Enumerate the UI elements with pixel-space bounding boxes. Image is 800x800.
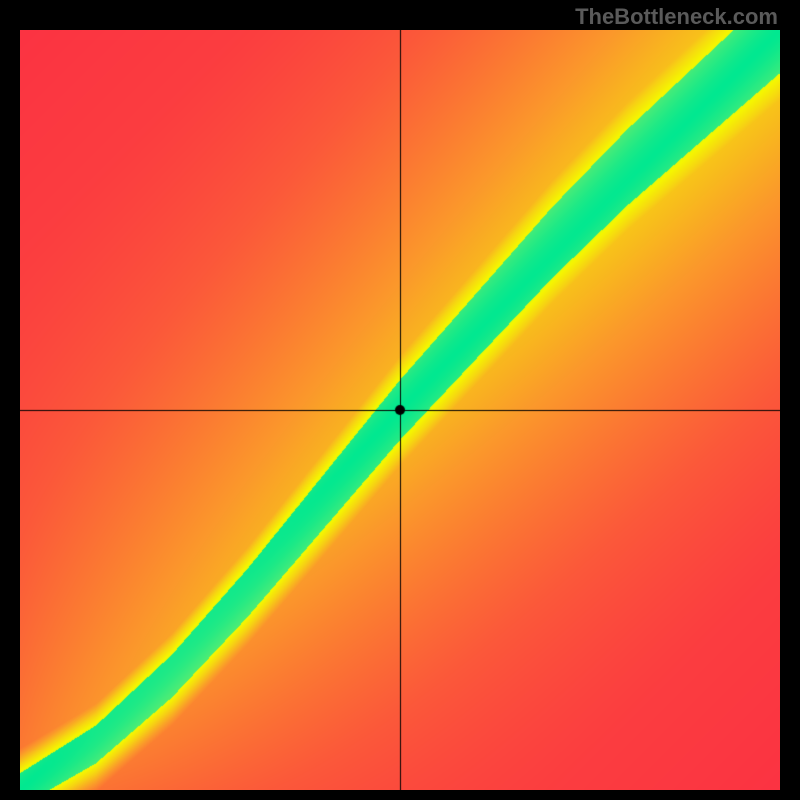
bottleneck-heatmap [20, 30, 780, 790]
heatmap-panel [20, 30, 780, 790]
watermark-text: TheBottleneck.com [575, 4, 778, 30]
chart-frame: TheBottleneck.com [0, 0, 800, 800]
